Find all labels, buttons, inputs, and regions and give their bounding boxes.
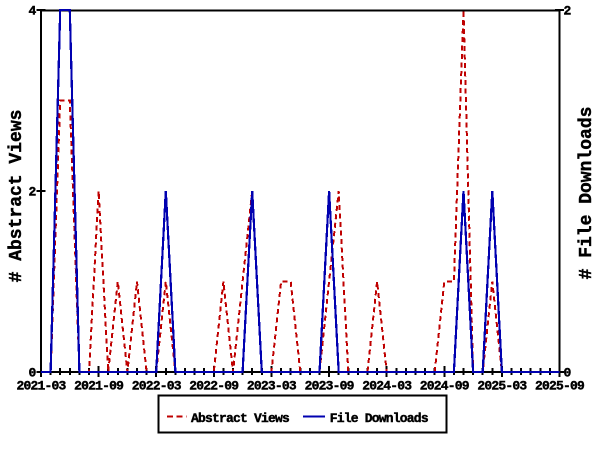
- svg-text:2025-09: 2025-09: [535, 378, 585, 393]
- svg-text:# File Downloads: # File Downloads: [577, 107, 597, 280]
- svg-text:2: 2: [28, 185, 36, 200]
- svg-text:2021-09: 2021-09: [74, 378, 124, 393]
- svg-text:0: 0: [28, 365, 36, 380]
- svg-text:2024-09: 2024-09: [420, 378, 470, 393]
- svg-text:2: 2: [564, 4, 572, 19]
- svg-text:2021-03: 2021-03: [16, 378, 66, 393]
- svg-text:2022-03: 2022-03: [132, 378, 182, 393]
- svg-text:2022-09: 2022-09: [189, 378, 239, 393]
- svg-text:2023-09: 2023-09: [305, 378, 355, 393]
- svg-text:0: 0: [564, 365, 572, 380]
- svg-text:2025-03: 2025-03: [477, 378, 527, 393]
- svg-text:# Abstract Views: # Abstract Views: [7, 110, 27, 283]
- svg-text:4: 4: [28, 4, 36, 19]
- svg-text:2024-03: 2024-03: [362, 378, 412, 393]
- svg-text:Abstract Views: Abstract Views: [191, 411, 290, 426]
- svg-text:2023-03: 2023-03: [247, 378, 297, 393]
- svg-text:File Downloads: File Downloads: [330, 411, 429, 426]
